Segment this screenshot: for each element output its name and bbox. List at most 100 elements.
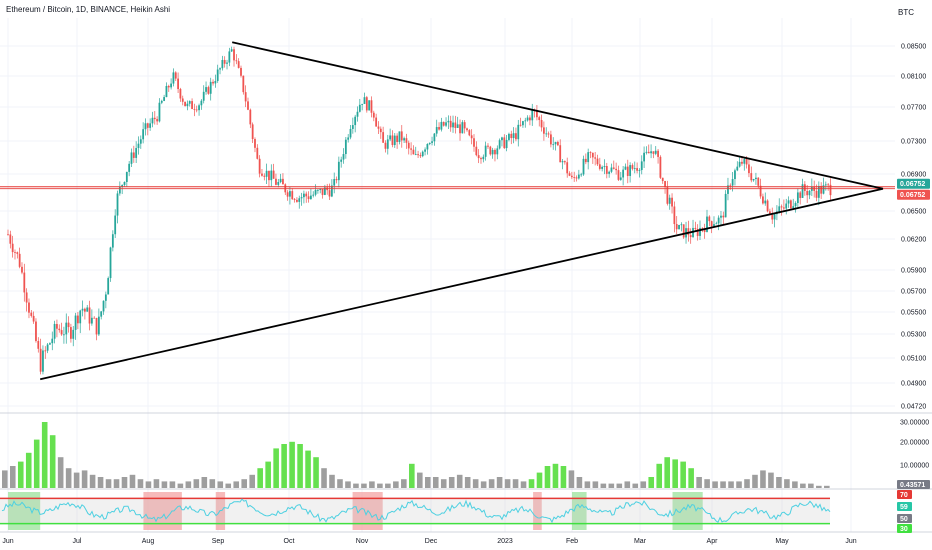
volume-bar bbox=[401, 479, 407, 488]
candle-body bbox=[407, 142, 410, 149]
candle-body bbox=[330, 185, 333, 197]
y-tick-label: 0.08500 bbox=[901, 44, 926, 51]
x-tick-label: Jun bbox=[845, 538, 856, 545]
rsi-badge bbox=[897, 524, 912, 533]
candle-body bbox=[298, 198, 301, 202]
candle-body bbox=[28, 302, 30, 313]
volume-bar bbox=[528, 479, 535, 488]
candle-body bbox=[482, 156, 485, 160]
candle-body bbox=[570, 175, 573, 178]
candle-body bbox=[442, 121, 445, 126]
candle-body bbox=[636, 168, 638, 171]
volume-bar bbox=[257, 468, 263, 488]
candle-body bbox=[505, 139, 508, 149]
candle-body bbox=[174, 72, 177, 79]
candle-body bbox=[792, 206, 795, 209]
volume-bar bbox=[456, 474, 463, 488]
candle-body bbox=[766, 200, 769, 212]
candle-body bbox=[172, 72, 175, 84]
volume-bar bbox=[329, 474, 335, 488]
candle-body bbox=[559, 145, 562, 163]
candlesticks bbox=[0, 46, 895, 375]
candle-body bbox=[88, 307, 91, 324]
volume-bar bbox=[632, 483, 639, 488]
candle-body bbox=[142, 129, 145, 140]
candle-body bbox=[757, 177, 760, 186]
rsi-tick-label: 59 bbox=[900, 504, 908, 511]
rsi-badge bbox=[897, 502, 912, 511]
candle-body bbox=[279, 178, 282, 183]
candle-body bbox=[419, 155, 422, 157]
candle-body bbox=[337, 161, 340, 181]
candle-body bbox=[794, 202, 797, 207]
candle-body bbox=[146, 123, 149, 128]
candle-body bbox=[803, 184, 806, 191]
candle-body bbox=[209, 81, 212, 94]
candle-body bbox=[447, 120, 450, 123]
candle-body bbox=[771, 214, 774, 220]
candle-body bbox=[321, 188, 324, 195]
x-tick-label: Jul bbox=[73, 538, 82, 545]
candle-body bbox=[21, 266, 23, 273]
candle-body bbox=[393, 135, 396, 146]
candle-body bbox=[314, 189, 317, 195]
x-tick-label: Nov bbox=[356, 538, 369, 545]
candle-body bbox=[822, 185, 825, 194]
candle-body bbox=[347, 137, 350, 140]
candle-body bbox=[130, 152, 133, 164]
candle-body bbox=[498, 140, 501, 149]
volume-bar bbox=[616, 483, 623, 488]
candle-body bbox=[468, 130, 471, 136]
candle-body bbox=[508, 133, 510, 140]
candle-body bbox=[39, 348, 42, 372]
rsi-badge bbox=[897, 514, 912, 523]
candle-body bbox=[827, 184, 830, 186]
candle-body bbox=[58, 328, 61, 331]
candle-body bbox=[14, 252, 16, 253]
candle-body bbox=[529, 117, 531, 121]
candle-body bbox=[577, 174, 580, 179]
candle-body bbox=[647, 151, 650, 154]
line-price-label: 0.06752 bbox=[900, 192, 925, 199]
candle-body bbox=[487, 145, 489, 147]
volume-last-badge bbox=[897, 480, 930, 489]
candle-body bbox=[77, 315, 79, 324]
rsi-tick-label: 50 bbox=[900, 516, 908, 523]
candle-body bbox=[522, 121, 524, 126]
y-tick-label: 0.04900 bbox=[901, 381, 926, 388]
x-tick-label: Oct bbox=[284, 538, 295, 545]
candle-body bbox=[361, 103, 364, 105]
candle-body bbox=[459, 124, 461, 134]
candle-body bbox=[799, 192, 802, 198]
candle-body bbox=[149, 123, 152, 128]
volume-bar bbox=[704, 479, 710, 488]
candle-body bbox=[342, 154, 345, 160]
candle-body bbox=[307, 196, 310, 200]
volume-bar bbox=[57, 457, 64, 488]
candle-body bbox=[789, 200, 792, 209]
candle-body bbox=[540, 120, 543, 128]
candle-body bbox=[18, 253, 21, 267]
volume-bar bbox=[193, 479, 200, 488]
candle-body bbox=[249, 109, 252, 125]
candle-body bbox=[216, 69, 219, 81]
candle-body bbox=[400, 131, 403, 141]
candle-body bbox=[177, 78, 179, 90]
volume-tick-label: 30.00000 bbox=[900, 420, 929, 427]
candle-body bbox=[575, 177, 578, 179]
candle-body bbox=[589, 152, 592, 153]
volume-bar bbox=[448, 477, 455, 488]
candle-body bbox=[282, 178, 284, 185]
candle-body bbox=[601, 166, 604, 169]
candle-body bbox=[598, 164, 601, 169]
candle-body bbox=[610, 167, 613, 172]
candle-body bbox=[340, 159, 343, 162]
y-tick-label: 0.06500 bbox=[901, 209, 926, 216]
candle-body bbox=[435, 127, 438, 134]
y-tick-label: 0.05700 bbox=[901, 289, 926, 296]
candle-body bbox=[491, 149, 494, 155]
volume-bar bbox=[417, 472, 423, 488]
volume-bar bbox=[800, 483, 806, 488]
candle-body bbox=[116, 193, 119, 216]
candle-body bbox=[368, 100, 371, 111]
